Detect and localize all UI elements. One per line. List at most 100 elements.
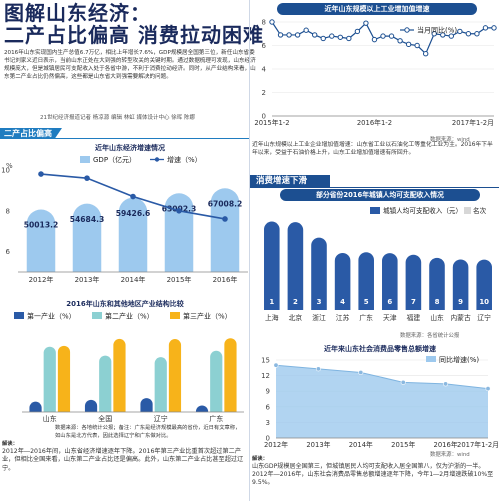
x-tick-label: 浙江 xyxy=(312,313,326,322)
income-bar xyxy=(382,253,398,310)
x-tick-label: 2014年 xyxy=(121,275,146,284)
x-tick-label: 2013年 xyxy=(306,440,330,449)
growth-point xyxy=(176,208,182,214)
legend-swatch xyxy=(170,312,180,319)
x-tick-label: 2017年1-2月 xyxy=(452,118,494,127)
structure-chart: 第一产业（%） 第二产业（%） 第三产业（%） 山东 全国 辽宁 广东 xyxy=(14,312,244,423)
industry-growth-note: 近年山东规模以上工业企业增加值增速：山东省工业以石油化工等重化工业为主。2016… xyxy=(252,142,493,156)
rank-label: 3 xyxy=(317,298,322,306)
data-point xyxy=(346,35,352,42)
y-tick-label: 8 xyxy=(6,207,10,215)
x-tick-label: 2015年1-2 xyxy=(254,118,289,127)
legend-label-rank: 名次 xyxy=(473,206,487,215)
structure-chart-title: 2016年山东和其他地区产业结构比较 xyxy=(66,300,184,308)
x-tick-label: 广东 xyxy=(359,313,373,322)
y-axis-unit: % xyxy=(6,162,13,170)
x-tick-label: 2013年 xyxy=(75,275,100,284)
structure-bar xyxy=(29,401,42,412)
y-tick-label: 6 xyxy=(6,248,11,256)
gdp-bar xyxy=(26,209,56,272)
legend-label-gdp: GDP（亿元） xyxy=(93,155,136,164)
section-divider xyxy=(0,138,250,139)
x-tick-label: 山东 xyxy=(430,313,444,322)
data-point xyxy=(380,33,386,39)
income-bar xyxy=(429,257,445,310)
data-point xyxy=(294,32,301,38)
income-bar xyxy=(334,253,351,310)
y-tick-label: 6 xyxy=(266,403,271,411)
page-subtitle: 二产占比偏高 消费拉动困难 xyxy=(4,23,264,47)
x-tick-label: 辽宁 xyxy=(154,414,168,423)
x-tick-label: 辽宁 xyxy=(477,313,491,322)
data-point xyxy=(363,20,369,26)
x-tick-label: 2015年 xyxy=(167,275,192,284)
data-point xyxy=(397,38,403,44)
y-tick-label: 6 xyxy=(262,42,267,50)
rank-label: 6 xyxy=(387,298,392,306)
data-point xyxy=(277,32,284,38)
structure-bar xyxy=(168,339,182,412)
data-point xyxy=(337,34,344,40)
x-tick-label: 2016年1-2 xyxy=(357,118,392,127)
section-label-consumption: 消费增速下滑 xyxy=(250,175,330,187)
data-point xyxy=(371,36,378,43)
structure-bar xyxy=(154,357,167,412)
gdp-bar xyxy=(210,188,240,272)
section-divider-2 xyxy=(250,187,499,188)
gdp-bar xyxy=(72,203,102,272)
data-point xyxy=(485,386,491,392)
data-point xyxy=(482,25,489,31)
data-point xyxy=(414,42,420,49)
growth-point xyxy=(84,175,90,181)
x-tick-label: 天津 xyxy=(383,314,397,322)
gdp-value-label: 67008.2 xyxy=(208,199,243,208)
x-tick-label: 2015年 xyxy=(391,440,415,449)
gdp-bar xyxy=(164,193,194,272)
structure-bar xyxy=(113,338,126,412)
x-tick-label: 全国 xyxy=(98,414,112,423)
right-explain-label: 解读： xyxy=(252,456,268,462)
legend-swatch xyxy=(92,312,102,319)
column-divider xyxy=(249,0,250,501)
rank-label: 5 xyxy=(364,298,369,306)
data-point xyxy=(315,366,321,372)
area-line xyxy=(275,364,489,390)
rank-label: 1 xyxy=(269,298,274,306)
structure-source: 数据来源：各地统计公报；备注：广东是经济规模最高的省份，近日有文章称，如山东是北… xyxy=(55,425,241,439)
legend-marker xyxy=(404,27,410,33)
rank-label: 8 xyxy=(435,298,440,306)
industry-growth-chart: 0 2 4 6 8 2015年1-2 2016年1-2 2017年1-2月 当月同比(%) xyxy=(254,19,497,127)
rank-label: 9 xyxy=(458,298,463,306)
data-point xyxy=(431,31,437,37)
data-point xyxy=(443,381,449,387)
rank-label: 4 xyxy=(340,298,345,306)
data-point xyxy=(388,33,395,39)
data-point xyxy=(474,31,480,37)
x-tick-label: 2016年 xyxy=(434,440,458,449)
gdp-value-label: 59426.6 xyxy=(116,209,151,218)
data-point xyxy=(400,379,406,385)
x-tick-label: 福建 xyxy=(407,313,421,322)
growth-point xyxy=(222,216,228,222)
legend-swatch xyxy=(426,356,436,362)
data-point xyxy=(354,28,361,35)
industry-growth-source: 数据来源：wind xyxy=(430,137,470,143)
data-point xyxy=(273,362,279,368)
structure-bar xyxy=(84,399,98,412)
data-point xyxy=(465,31,472,37)
x-tick-label: 广东 xyxy=(209,414,223,423)
gdp-chart-title: 近年山东经济增速情况 xyxy=(95,144,165,152)
retail-chart-title: 近年来山东社会消费品零售总额增速 xyxy=(324,345,436,353)
area-fill xyxy=(276,365,488,438)
income-bar xyxy=(405,254,422,310)
structure-bar xyxy=(99,355,112,412)
retail-source: 数据来源：wind xyxy=(430,452,470,458)
legend-swatch-rank xyxy=(464,207,471,214)
data-point xyxy=(269,19,275,25)
data-point xyxy=(422,51,429,57)
gdp-chart: % 6 8 10 GDP（亿元） 增速（%） 50013.2 2012年 54684.3 2013… xyxy=(1,155,248,284)
x-tick-label: 江苏 xyxy=(336,313,350,322)
growth-point xyxy=(130,193,136,200)
structure-bar xyxy=(224,338,237,412)
legend-swatch xyxy=(14,312,24,319)
